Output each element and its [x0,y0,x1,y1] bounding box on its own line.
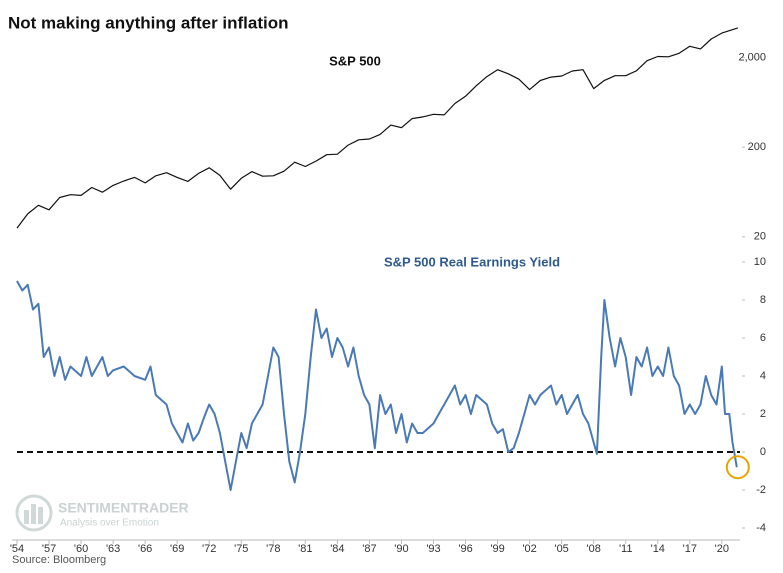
x-tick-label: '11 [619,543,633,555]
y-tick-label: 2 [760,408,766,420]
x-tick-label: '08 [587,543,601,555]
x-tick-label: '66 [138,543,152,555]
x-tick-label: '75 [234,543,248,555]
y-tick-label: 200 [748,141,766,153]
x-tick-label: '17 [683,543,697,555]
y-tick-label: -2 [756,484,766,496]
x-tick-label: '20 [715,543,729,555]
y-tick-label: -4 [756,522,766,534]
x-tick-label: '69 [170,543,184,555]
watermark: SENTIMENTRADER Analysis over Emotion [15,494,189,532]
y-tick-label: 4 [760,370,766,382]
x-tick-label: '72 [202,543,216,555]
x-tick-label: '78 [266,543,280,555]
y-tick-label: 10 [754,256,766,268]
x-tick-label: '84 [330,543,344,555]
x-tick-label: '93 [426,543,440,555]
x-tick-label: '02 [522,543,536,555]
series-line [16,27,739,229]
series-line [16,280,738,491]
watermark-name: SENTIMENTRADER [58,500,189,516]
x-tick-label: '57 [42,543,56,555]
y-tick-label: 8 [760,294,766,306]
x-tick-label: '81 [298,543,312,555]
logo [31,504,36,524]
logo [24,510,29,524]
x-tick-label: '05 [554,543,568,555]
logo [15,494,53,532]
y-tick-label: 6 [760,332,766,344]
x-tick-label: '54 [10,543,24,555]
x-tick-label: '60 [74,543,88,555]
panel-title: S&P 500 [329,53,381,68]
x-tick-label: '87 [362,543,376,555]
x-tick-label: '90 [394,543,408,555]
panel-title: S&P 500 Real Earnings Yield [384,254,560,269]
y-tick-label: 0 [760,446,766,458]
watermark-tagline: Analysis over Emotion [60,518,159,529]
x-tick-label: '14 [651,543,665,555]
y-tick-label: 2,000 [738,52,766,64]
x-tick-label: '96 [458,543,472,555]
y-tick-label: 20 [754,231,766,243]
highlight-circle [725,455,750,480]
x-tick-label: '63 [106,543,120,555]
x-tick-label: '99 [490,543,504,555]
chart-title: Not making anything after inflation [8,13,289,32]
source: Source: Bloomberg [12,554,106,566]
logo [38,507,43,524]
